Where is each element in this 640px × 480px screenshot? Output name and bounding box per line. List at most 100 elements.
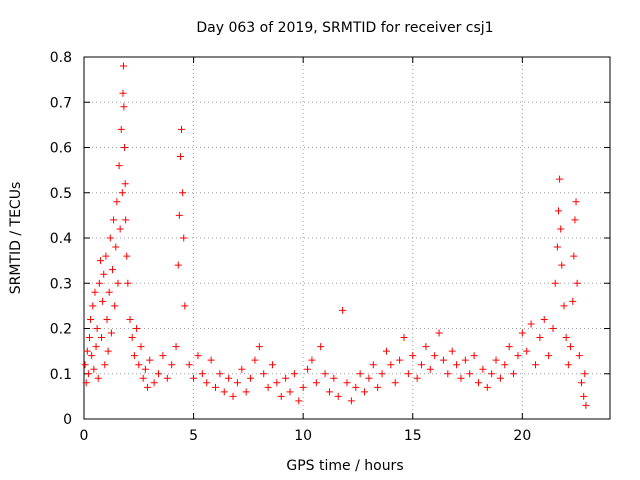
data-point <box>139 374 147 382</box>
data-point <box>556 175 564 183</box>
data-point <box>90 365 98 373</box>
x-axis-label: GPS time / hours <box>286 458 403 474</box>
data-point <box>176 153 184 161</box>
data-point <box>536 334 544 342</box>
data-point <box>135 361 143 369</box>
data-point <box>104 347 112 355</box>
data-point <box>115 162 123 170</box>
data-point <box>317 343 325 351</box>
y-tick-label: 0.3 <box>50 276 72 292</box>
data-point <box>268 361 276 369</box>
data-point <box>488 370 496 378</box>
x-tick-label: 10 <box>294 428 312 444</box>
data-point <box>564 361 572 369</box>
axis-ticks <box>83 56 610 420</box>
data-point <box>365 374 373 382</box>
data-point <box>114 279 122 287</box>
data-point <box>575 352 583 360</box>
data-point <box>216 370 224 378</box>
data-point <box>212 383 219 391</box>
y-tick-label: 0 <box>63 412 72 428</box>
data-point <box>435 329 443 337</box>
data-point <box>439 356 447 364</box>
x-tick-label: 5 <box>189 428 198 444</box>
y-tick-label: 0.4 <box>50 231 72 247</box>
data-point <box>101 361 109 369</box>
data-point <box>120 103 128 111</box>
data-point <box>174 261 182 269</box>
data-point <box>178 125 186 133</box>
data-point <box>330 374 338 382</box>
data-point <box>444 370 452 378</box>
data-point <box>103 315 111 323</box>
data-point <box>483 383 491 391</box>
data-point <box>190 374 198 382</box>
data-point <box>225 374 233 382</box>
data-point <box>155 370 163 378</box>
data-point <box>159 352 167 360</box>
data-point <box>185 361 193 369</box>
data-point <box>321 370 329 378</box>
data-point <box>560 302 568 310</box>
data-point <box>247 374 255 382</box>
data-point <box>88 352 96 360</box>
data-point <box>325 388 333 396</box>
x-tick-label: 20 <box>513 428 531 444</box>
data-point <box>580 392 588 400</box>
data-point <box>531 361 539 369</box>
data-point <box>453 361 461 369</box>
data-point <box>343 379 351 387</box>
data-point <box>144 383 152 391</box>
data-point <box>181 302 189 310</box>
data-point <box>569 297 577 305</box>
data-point <box>391 379 399 387</box>
data-point <box>518 329 526 337</box>
data-point <box>387 361 395 369</box>
data-point <box>549 325 557 332</box>
data-point <box>492 356 500 364</box>
data-point <box>413 374 421 382</box>
y-axis-label: SRMTID / TECUs <box>8 182 24 295</box>
data-point <box>110 216 118 224</box>
data-point <box>121 144 129 151</box>
data-points <box>81 62 590 409</box>
data-point <box>102 252 110 260</box>
data-point <box>194 352 202 360</box>
data-point <box>92 343 100 351</box>
data-point <box>137 343 145 351</box>
data-point <box>119 89 127 97</box>
data-point <box>126 315 134 323</box>
data-point <box>527 320 535 328</box>
data-point <box>369 361 377 369</box>
y-tick-label: 0.7 <box>50 95 72 111</box>
data-point <box>118 189 126 197</box>
data-point <box>242 388 250 396</box>
data-point <box>396 356 404 364</box>
data-point <box>554 207 562 215</box>
data-point <box>505 343 513 351</box>
data-point <box>553 243 561 251</box>
y-tick-label: 0.1 <box>50 367 72 383</box>
data-point <box>426 365 434 373</box>
data-point <box>150 379 158 387</box>
grid <box>84 57 610 419</box>
y-tick-label: 0.6 <box>50 141 72 157</box>
data-point <box>299 383 307 391</box>
data-point <box>180 234 188 242</box>
data-point <box>540 315 548 323</box>
x-tick-label: 0 <box>80 428 89 444</box>
data-point <box>551 279 559 287</box>
data-point <box>571 216 579 224</box>
data-point <box>382 347 390 355</box>
data-point <box>461 356 469 364</box>
data-point <box>378 370 386 378</box>
data-point <box>418 361 426 369</box>
data-point <box>122 216 130 224</box>
data-point <box>361 388 369 396</box>
data-point <box>146 356 154 364</box>
data-point <box>91 288 99 296</box>
data-point <box>116 225 124 233</box>
data-point <box>111 302 119 310</box>
data-point <box>96 257 104 265</box>
data-point <box>98 334 106 342</box>
